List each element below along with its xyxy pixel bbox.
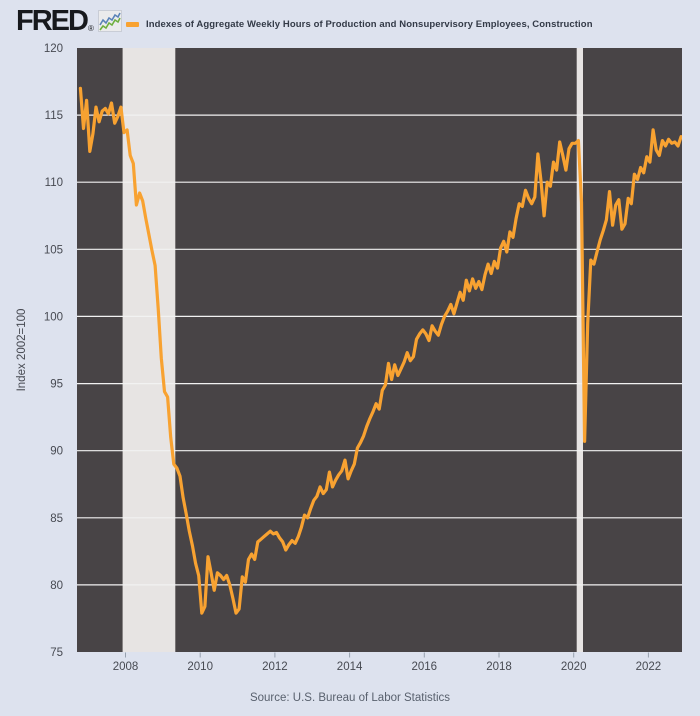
recession-band: [122, 48, 176, 652]
y-axis-tick-label: 75: [50, 647, 63, 659]
y-axis-tick-label: 95: [50, 379, 63, 391]
y-axis-tick-label: 100: [44, 311, 63, 323]
y-axis-tick-label: 120: [44, 43, 63, 55]
x-axis-tick-label: 2020: [561, 661, 587, 673]
legend-series-label: Indexes of Aggregate Weekly Hours of Pro…: [146, 19, 593, 30]
y-axis-tick-label: 105: [44, 244, 63, 256]
x-axis-tick-label: 2012: [262, 661, 288, 673]
fred-logo: FRED ®: [16, 6, 122, 36]
sparkline-chart-icon: [97, 10, 122, 32]
x-axis-tick-label: 2022: [636, 661, 662, 673]
x-axis-tick-label: 2018: [486, 661, 512, 673]
legend-series-swatch: [126, 22, 139, 27]
x-axis-tick-label: 2014: [337, 661, 363, 673]
chart-legend: Indexes of Aggregate Weekly Hours of Pro…: [126, 19, 593, 30]
y-axis-tick-label: 115: [45, 110, 63, 122]
y-axis-title: Index 2002=100: [16, 309, 28, 392]
y-axis-tick-label: 110: [45, 177, 63, 189]
x-axis-tick-label: 2010: [187, 661, 213, 673]
line-chart: 75 80 85 90 95 100 105 110 115 120 2008 2010 2012 201…: [16, 43, 682, 673]
data-line-construction-hours: [78, 86, 682, 615]
plot-area-container: 75 80 85 90 95 100 105 110 115 120 2008 2010 2012 201…: [16, 43, 682, 673]
x-axis-tick-label: 2016: [412, 661, 438, 673]
y-axis-tick-label: 85: [50, 513, 63, 525]
y-axis-tick-label: 80: [50, 580, 63, 592]
y-axis-tick-label: 90: [50, 446, 63, 458]
registered-trademark-symbol: ®: [87, 24, 94, 33]
source-note: Source: U.S. Bureau of Labor Statistics: [249, 692, 451, 704]
chart-header: FRED ® Indexes of Aggregate Weekly Hours…: [0, 0, 700, 48]
x-axis-tick-label: 2008: [113, 661, 139, 673]
fred-logo-text: FRED: [16, 5, 89, 37]
recession-band: [576, 48, 583, 652]
